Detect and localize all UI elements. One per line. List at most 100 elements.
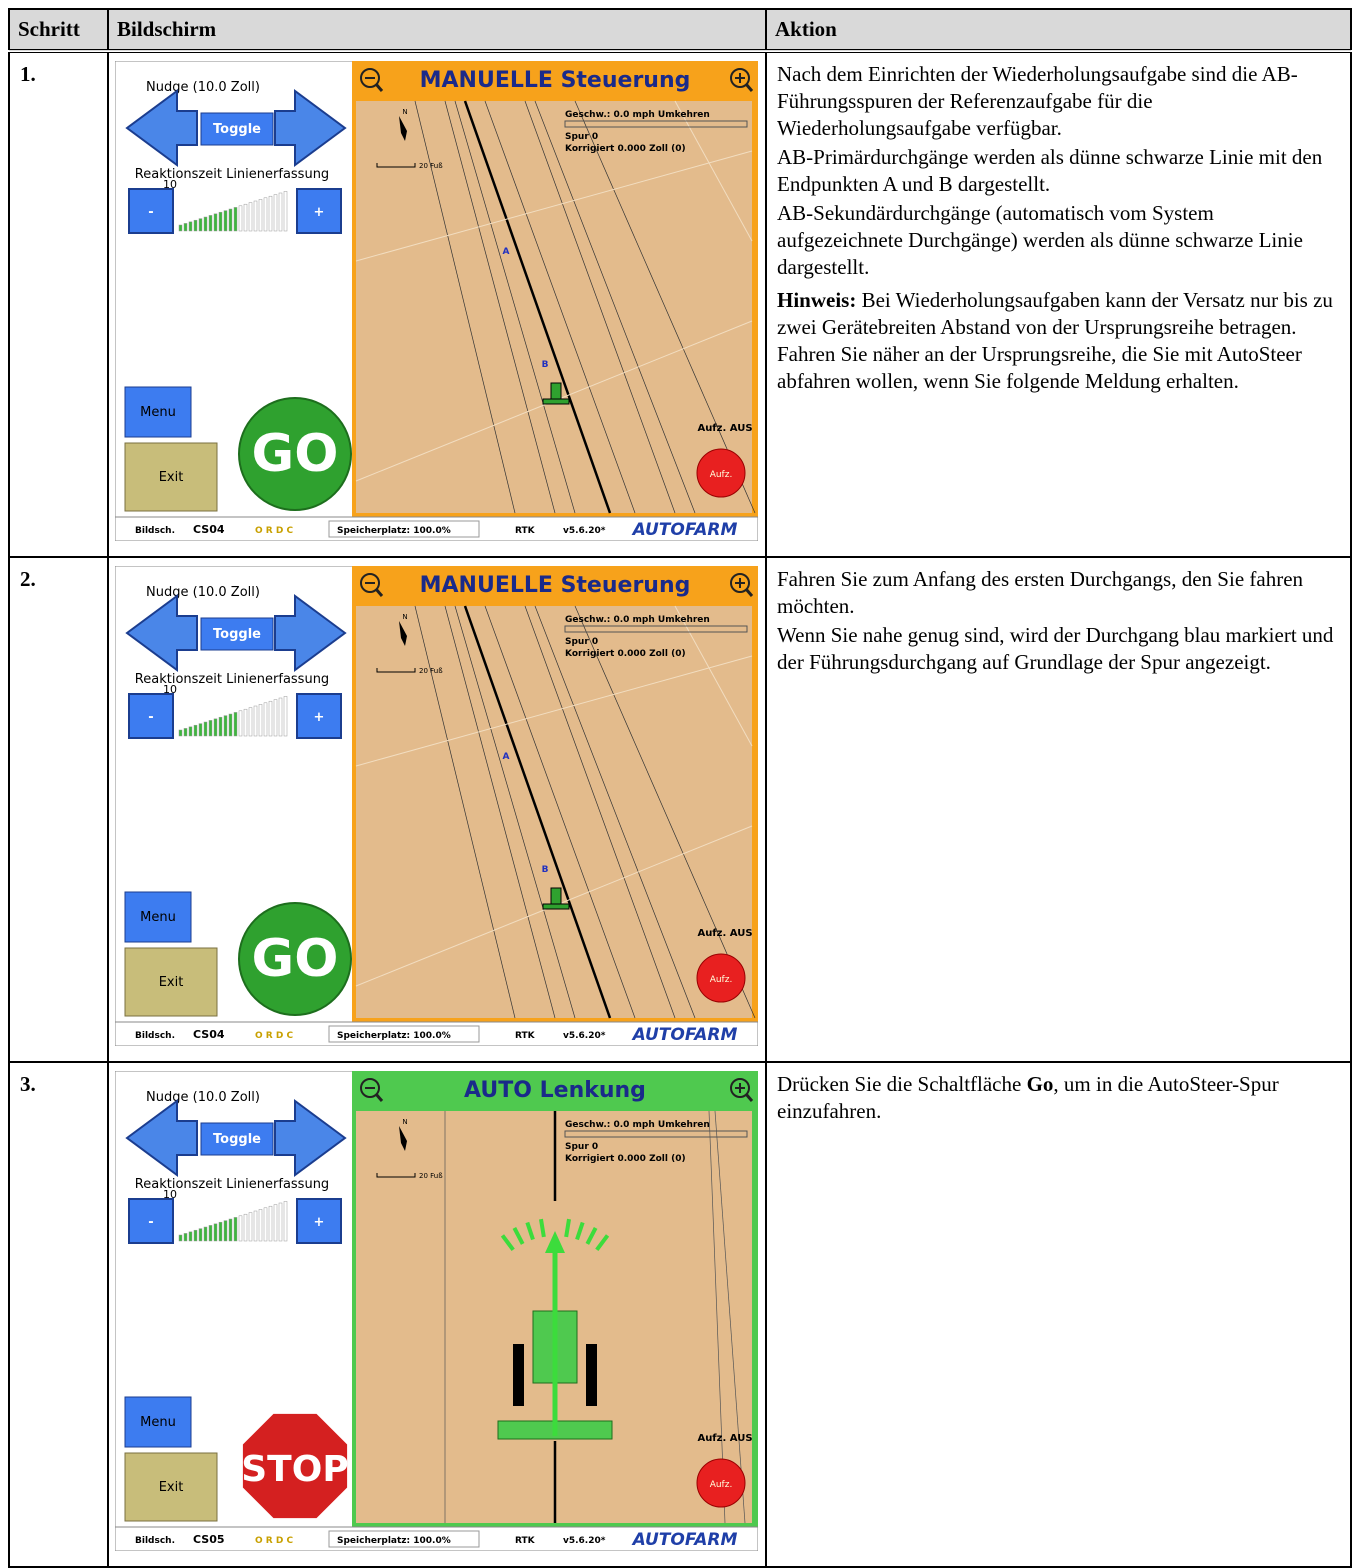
action-text: AB-Primärdurchgänge werden als dünne sch… [777,145,1323,196]
nudge-left-arrow [125,1099,198,1177]
grid-line [355,150,753,262]
field-lines [444,1110,746,1524]
grid-line [674,100,753,242]
level-bar [218,716,223,737]
level-bar [283,696,288,737]
level-bar [278,697,283,737]
screen-label: Aufz. [710,1480,733,1490]
level-bar [283,1201,288,1242]
action-paragraph: Wenn Sie nahe genug sind, wird der Durch… [777,622,1340,676]
status-text: Bildsch. [135,1536,175,1546]
screen-label: 20 Fuß [419,162,443,170]
level-bar [268,700,273,737]
toggle-button [200,112,274,146]
plus-button [296,693,342,739]
level-bar [203,216,208,232]
tractor-wheel [586,1344,597,1406]
level-bar [198,1228,203,1242]
screen-label: GO [252,424,339,484]
status-text: v5.6.20* [563,1536,606,1546]
screen-label: Nudge (10.0 Zoll) [146,1090,260,1105]
level-bar [263,702,268,737]
view-title: MANUELLE Steuerung [420,573,691,598]
stop-button [239,1410,351,1522]
screen-label: Aufz. AUS [697,423,752,434]
minus-button [128,693,174,739]
screen-label: N [402,613,407,621]
heading-arrow [545,1231,565,1253]
status-text: v5.6.20* [563,1031,606,1041]
tractor-wheel [513,1344,524,1406]
guide-line [534,605,696,1019]
zoom-out-icon [374,1093,384,1102]
level-bar [228,208,233,232]
bold-text: Go [1026,1072,1054,1096]
field-lines [355,100,756,514]
level-bar [198,218,203,232]
level-bar [188,1231,193,1242]
level-bar [233,1217,238,1242]
status-text: RTK [515,1536,536,1546]
speed-bar [564,1130,748,1138]
status-text: Speicherplatz: 100.0% [337,526,451,536]
level-bar [248,202,253,232]
toggle-button [200,1122,274,1156]
level-bar [273,194,278,232]
level-bar [278,1202,283,1242]
guide-line [574,100,756,514]
zoom-in-icon [744,83,754,92]
minus-button [128,1198,174,1244]
exit-button [124,442,218,512]
device-screen: Nudge (10.0 Zoll) Toggle Reaktionszeit Lin… [114,60,759,542]
level-bar [243,203,248,232]
guide-line [444,605,556,1019]
storage-box [328,1025,480,1043]
storage-box [328,520,480,538]
table-row: 1. Nudge (10.0 Zoll) Toggle Reaktionszeit L… [8,50,1352,558]
level-bar [208,1225,213,1242]
screen-label: Aufz. [710,975,733,985]
guide-line [414,605,516,1019]
signal-dash [539,1218,546,1238]
level-bar [203,1226,208,1242]
scale-bar [376,668,416,673]
menu-button [124,386,192,438]
level-bar [188,221,193,232]
action-paragraph: Fahren Sie zum Anfang des ersten Durchga… [777,566,1340,620]
zoom-in-icon [730,573,750,593]
view-title: MANUELLE Steuerung [420,68,691,93]
level-bar [248,1212,253,1242]
level-bar [238,710,243,737]
level-bar [283,191,288,232]
screen-label: N [402,108,407,116]
screen-label: Menu [140,910,176,925]
screen-label: Reaktionszeit Linienerfassung [135,167,329,182]
device-screen: Nudge (10.0 Zoll) Toggle Reaktionszeit Lin… [114,565,759,1047]
screen-label: Aufz. AUS [697,928,752,939]
level-bar [208,720,213,737]
speed-bar [564,625,748,633]
screen-label: STOP [241,1449,348,1490]
screen-label: GO [252,929,339,989]
screen-label: + [314,710,325,725]
scale-bar [376,1173,416,1178]
level-bar [273,699,278,737]
level-bar [243,708,248,737]
screen-label: A [503,752,510,762]
header-cell: Schritt [8,8,109,53]
action-cell: Nach dem Einrichten der Wiederholungsauf… [765,50,1352,558]
action-paragraph: AB-Sekundärdurchgänge (automatisch vom S… [777,200,1340,281]
tractor-icon [550,382,562,400]
screen-label: - [148,1215,153,1230]
go-button [238,397,352,511]
screen-label: B [542,360,549,370]
guide-line [574,605,756,1019]
screen-label: Korrigiert 0.000 Zoll (0) [565,1154,686,1164]
nudge-right-arrow [274,594,347,672]
action-text: Nach dem Einrichten der Wiederholungsauf… [777,62,1298,140]
guide-line [454,605,576,1019]
header-cell: Bildschirm [107,8,767,53]
exit-button [124,947,218,1017]
grid-line [674,605,753,747]
level-bar [223,715,228,737]
